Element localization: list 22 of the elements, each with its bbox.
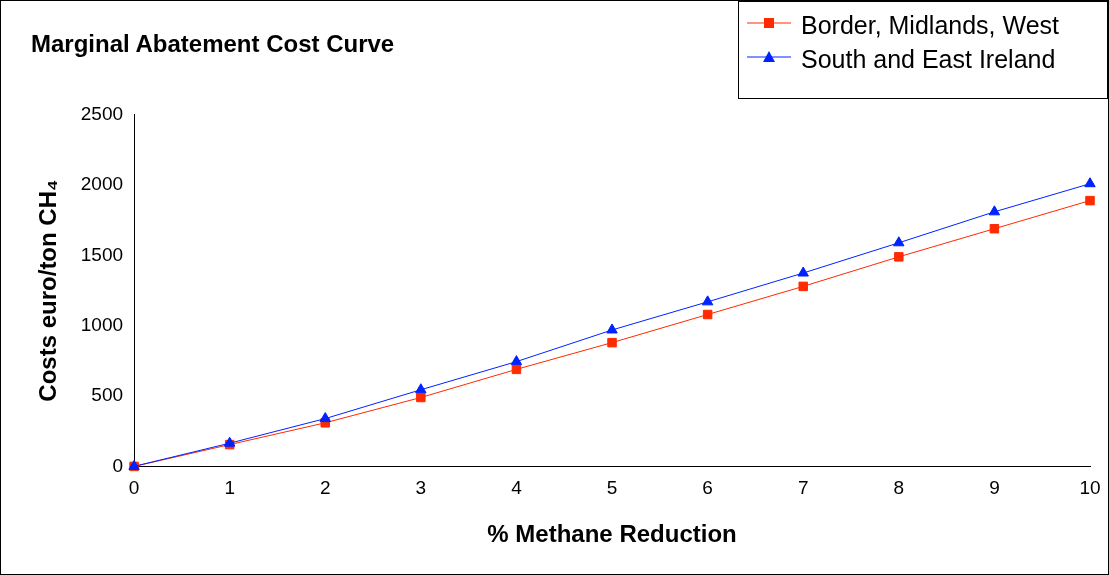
x-tick-label: 9 bbox=[989, 477, 1000, 499]
y-tick-label: 1500 bbox=[80, 243, 124, 265]
y-tick-label: 500 bbox=[91, 384, 124, 406]
x-tick-label: 7 bbox=[797, 477, 809, 499]
x-tick-label: 1 bbox=[224, 477, 235, 499]
y-tick-label: 2500 bbox=[80, 103, 124, 125]
x-tick-label: 10 bbox=[1079, 477, 1101, 499]
x-tick-label: 4 bbox=[511, 477, 523, 499]
x-tick-label: 5 bbox=[606, 477, 618, 499]
x-tick-label: 0 bbox=[128, 477, 140, 499]
chart-title: Marginal Abatement Cost Curve bbox=[31, 30, 395, 58]
legend-label: Border, Midlands, West bbox=[801, 10, 1060, 40]
y-tick-label: 2000 bbox=[80, 173, 124, 195]
x-tick-label: 2 bbox=[319, 477, 331, 499]
x-axis-title: % Methane Reduction bbox=[487, 520, 737, 548]
y-tick-label: 1000 bbox=[80, 313, 124, 335]
x-tick-label: 8 bbox=[893, 477, 905, 499]
x-tick-label: 6 bbox=[702, 477, 713, 499]
y-axis-title: Costs euro/ton CH₄ bbox=[34, 179, 62, 402]
y-tick-label: 0 bbox=[112, 454, 124, 476]
legend-label: South and East Ireland bbox=[801, 44, 1057, 74]
x-tick-label: 3 bbox=[415, 477, 427, 499]
